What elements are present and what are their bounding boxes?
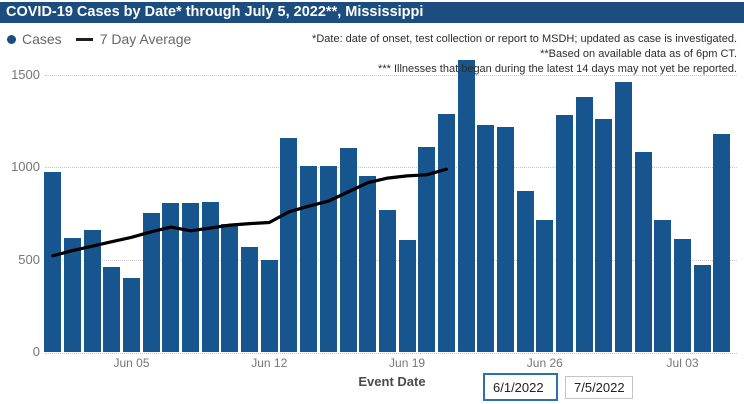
footnote-date-definition: *Date: date of onset, test collection or… — [312, 33, 737, 45]
y-tick-label-500: 500 — [18, 251, 40, 267]
y-tick-label-1000: 1000 — [11, 159, 40, 174]
start-date-input[interactable] — [483, 373, 558, 401]
bar-jun-5[interactable] — [123, 278, 141, 352]
bar-jun-16[interactable] — [339, 147, 357, 352]
bar-jun-28[interactable] — [575, 96, 593, 352]
bar-jun-20[interactable] — [418, 146, 436, 352]
gridline-1500 — [45, 74, 737, 76]
bar-jun-24[interactable] — [496, 127, 514, 352]
bar-jul-1[interactable] — [634, 152, 652, 352]
bar-jun-9[interactable] — [201, 202, 219, 352]
bar-jun-15[interactable] — [319, 166, 337, 352]
bar-jun-25[interactable] — [516, 191, 534, 352]
gridline-0 — [45, 353, 737, 354]
bar-jun-18[interactable] — [378, 210, 396, 352]
bar-jul-2[interactable] — [654, 219, 672, 352]
bar-jun-30[interactable] — [615, 81, 633, 352]
bar-jun-21[interactable] — [437, 114, 455, 352]
y-tick-label-1500: 1500 — [11, 66, 40, 82]
chart-legend: Cases 7 Day Average — [7, 30, 191, 48]
bar-jun-7[interactable] — [162, 203, 180, 352]
x-tick-label-jun-12: Jun 12 — [251, 356, 288, 370]
x-tick-label-jul-03: Jul 03 — [666, 356, 699, 370]
bar-jun-22[interactable] — [457, 59, 475, 352]
bar-jun-29[interactable] — [595, 118, 613, 352]
footnote-latest-14-days: *** Illnesses that began during the late… — [378, 63, 737, 75]
chart-title-bar: COVID-19 Cases by Date* through July 5, … — [0, 2, 744, 23]
gridline-1000 — [45, 167, 737, 168]
end-date-input[interactable] — [565, 376, 633, 399]
x-tick-label-jun-26: Jun 26 — [526, 356, 563, 370]
bar-jun-4[interactable] — [103, 266, 121, 352]
bar-jun-10[interactable] — [221, 224, 239, 352]
x-axis-title: Event Date — [358, 374, 426, 389]
x-tick-label-jun-19: Jun 19 — [389, 356, 426, 370]
bar-jun-12[interactable] — [260, 260, 278, 352]
bar-jun-19[interactable] — [398, 240, 416, 352]
bar-jun-26[interactable] — [536, 219, 554, 352]
bar-jul-5[interactable] — [713, 133, 731, 352]
footnotes: *Date: date of onset, test collection or… — [312, 32, 737, 77]
cases-legend-dot-icon — [7, 34, 16, 44]
bar-jun-2[interactable] — [63, 238, 81, 352]
bar-jun-3[interactable] — [83, 229, 101, 352]
cases-legend-label: Cases — [22, 31, 62, 47]
avg-legend-label: 7 Day Average — [99, 31, 192, 47]
bar-jun-1[interactable] — [44, 171, 62, 352]
bar-jul-4[interactable] — [693, 265, 711, 352]
bar-jun-13[interactable] — [280, 138, 298, 352]
bar-jun-11[interactable] — [241, 246, 259, 352]
bar-jul-3[interactable] — [674, 239, 692, 352]
bar-jun-6[interactable] — [142, 213, 160, 352]
chart-title: COVID-19 Cases by Date* through July 5, … — [6, 4, 424, 20]
avg-legend-line-icon — [75, 37, 93, 41]
footnote-data-as-of: **Based on available data as of 6pm CT. — [540, 48, 737, 60]
bar-jun-17[interactable] — [359, 176, 377, 352]
x-tick-label-jun-05: Jun 05 — [113, 356, 150, 370]
y-tick-label-0: 0 — [32, 344, 40, 359]
bar-jun-14[interactable] — [300, 166, 318, 352]
bar-jun-27[interactable] — [555, 115, 573, 352]
bar-jun-23[interactable] — [477, 125, 495, 352]
bar-jun-8[interactable] — [182, 203, 200, 352]
